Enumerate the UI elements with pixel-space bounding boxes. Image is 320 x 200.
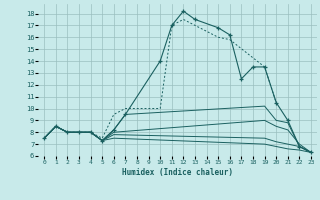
- X-axis label: Humidex (Indice chaleur): Humidex (Indice chaleur): [122, 168, 233, 177]
